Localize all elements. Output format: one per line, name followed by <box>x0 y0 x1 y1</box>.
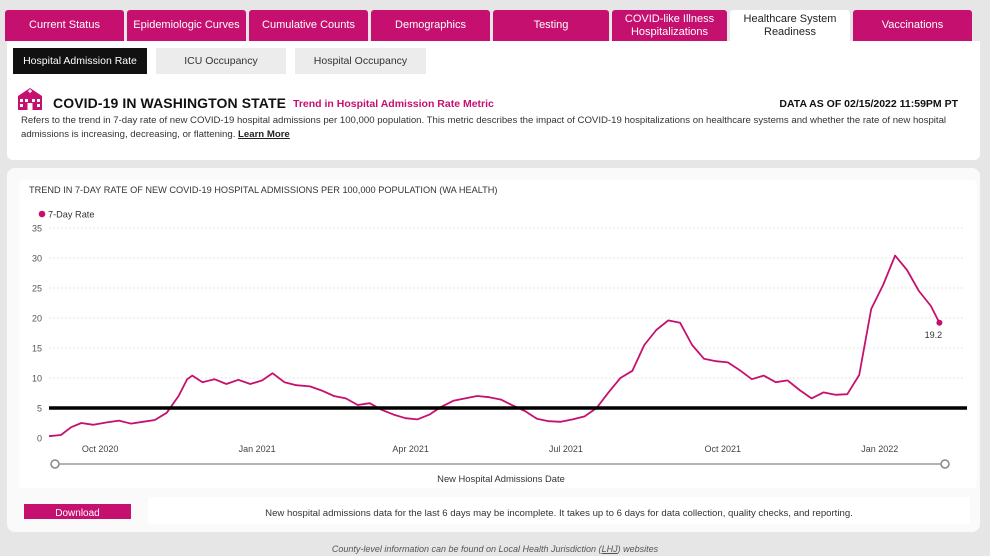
chart-card: TREND IN 7-DAY RATE OF NEW COVID-19 HOSP… <box>7 168 980 532</box>
footer-text-suffix: ) websites <box>617 544 659 554</box>
range-slider-start-handle[interactable] <box>50 459 60 469</box>
admission-rate-line-chart: TREND IN 7-DAY RATE OF NEW COVID-19 HOSP… <box>29 185 967 484</box>
tab-demographics[interactable]: Demographics <box>371 10 490 41</box>
x-tick-label: Oct 2020 <box>82 444 119 454</box>
tab-current-status[interactable]: Current Status <box>5 10 124 41</box>
subtab-bar: Hospital Admission Rate ICU Occupancy Ho… <box>13 48 426 74</box>
data-as-of: DATA AS OF 02/15/2022 11:59PM PT <box>779 98 958 110</box>
x-tick-label: Jan 2022 <box>861 444 898 454</box>
subtab-hospital-admission-rate[interactable]: Hospital Admission Rate <box>13 48 147 74</box>
learn-more-link[interactable]: Learn More <box>238 129 290 140</box>
x-tick-label: Jul 2021 <box>549 444 583 454</box>
title-row: COVID-19 IN WASHINGTON STATE Trend in Ho… <box>17 88 972 112</box>
tab-vaccinations[interactable]: Vaccinations <box>853 10 972 41</box>
data-incomplete-note: New hospital admissions data for the las… <box>148 497 970 524</box>
footer-note: County-level information can be found on… <box>0 544 990 554</box>
y-tick-label: 0 <box>37 434 42 444</box>
y-tick-label: 10 <box>32 374 42 384</box>
description-text: Refers to the trend in 7-day rate of new… <box>21 115 947 140</box>
x-tick-label: Apr 2021 <box>392 444 429 454</box>
tab-epidemiologic-curves[interactable]: Epidemiologic Curves <box>127 10 246 41</box>
subtab-hospital-occupancy[interactable]: Hospital Occupancy <box>295 48 426 74</box>
metric-description: Refers to the trend in 7-day rate of new… <box>21 114 966 142</box>
x-axis-label: New Hospital Admissions Date <box>437 473 565 484</box>
last-point-marker <box>936 319 943 326</box>
x-tick-label: Oct 2021 <box>705 444 742 454</box>
y-tick-label: 35 <box>32 224 42 234</box>
subtab-icu-occupancy[interactable]: ICU Occupancy <box>156 48 286 74</box>
top-tab-bar: Current Status Epidemiologic Curves Cumu… <box>5 10 980 41</box>
download-button[interactable]: Download <box>24 504 131 519</box>
y-tick-label: 20 <box>32 314 42 324</box>
lhj-link[interactable]: LHJ <box>601 544 618 554</box>
chart-title: TREND IN 7-DAY RATE OF NEW COVID-19 HOSP… <box>29 185 497 195</box>
hospital-icon <box>18 88 42 110</box>
metric-title: Trend in Hospital Admission Rate Metric <box>293 98 494 110</box>
tab-covid-like-illness[interactable]: COVID-like Illness Hospitalizations <box>612 10 727 41</box>
y-tick-label: 30 <box>32 254 42 264</box>
y-tick-label: 5 <box>37 404 42 414</box>
series-line-7-day-rate <box>48 254 941 438</box>
legend-marker <box>38 210 46 218</box>
tab-cumulative-counts[interactable]: Cumulative Counts <box>249 10 368 41</box>
legend-label: 7-Day Rate <box>48 210 94 220</box>
tab-testing[interactable]: Testing <box>493 10 609 41</box>
tab-healthcare-system-readiness[interactable]: Healthcare System Readiness <box>730 10 850 41</box>
x-tick-label: Jan 2021 <box>239 444 276 454</box>
header-card: Hospital Admission Rate ICU Occupancy Ho… <box>7 41 980 160</box>
chart-panel: TREND IN 7-DAY RATE OF NEW COVID-19 HOSP… <box>19 180 977 488</box>
page-title: COVID-19 IN WASHINGTON STATE <box>53 95 287 111</box>
y-tick-label: 15 <box>32 344 42 354</box>
last-point-label: 19.2 <box>925 330 943 340</box>
range-slider-end-handle[interactable] <box>940 459 950 469</box>
y-tick-label: 25 <box>32 284 42 294</box>
footer-text-prefix: County-level information can be found on… <box>331 544 602 554</box>
